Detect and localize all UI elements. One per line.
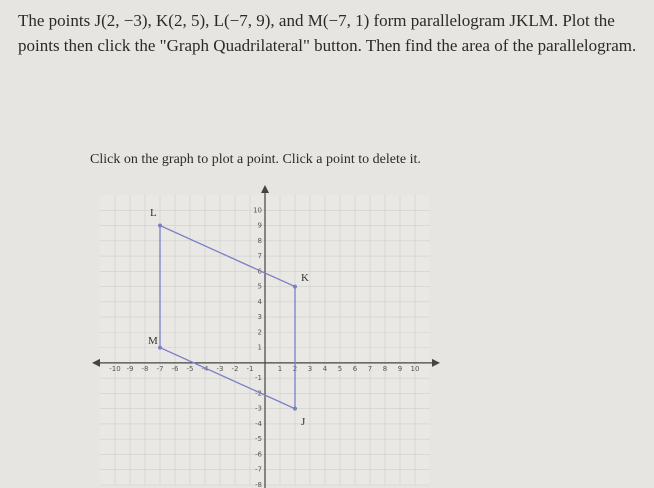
- y-tick-label: 8: [258, 237, 262, 245]
- instruction: Click on the graph to plot a point. Clic…: [90, 152, 421, 167]
- x-tick-label: -2: [232, 365, 239, 373]
- x-tick-label: -1: [247, 365, 254, 373]
- x-tick-label: 3: [308, 365, 312, 373]
- y-tick-label: -2: [255, 389, 262, 397]
- x-tick-label: -4: [202, 365, 210, 373]
- vertex-label: J: [301, 416, 306, 428]
- vertex-label: K: [301, 272, 309, 284]
- x-tick-label: -3: [217, 365, 224, 373]
- vertex: [293, 406, 297, 411]
- x-tick-label: 1: [278, 365, 282, 373]
- y-tick-label: -3: [255, 405, 262, 413]
- arrow: [432, 358, 440, 367]
- x-tick-label: 8: [383, 365, 387, 373]
- x-tick-label: -6: [172, 365, 180, 373]
- vertex: [293, 284, 297, 289]
- x-tick-label: -8: [142, 365, 149, 373]
- x-tick-label: 7: [368, 365, 372, 373]
- arrow: [92, 358, 100, 367]
- y-tick-label: -6: [255, 450, 263, 458]
- x-tick-label: 5: [338, 365, 342, 373]
- x-tick-label: -10: [109, 365, 120, 373]
- y-tick-label: 4: [258, 298, 263, 306]
- y-tick-label: 5: [258, 283, 262, 291]
- y-tick-label: 9: [258, 222, 262, 230]
- y-tick-label: 7: [258, 252, 262, 260]
- x-tick-label: -9: [127, 365, 134, 373]
- y-tick-label: 10: [253, 206, 262, 214]
- y-tick-label: -1: [255, 374, 262, 382]
- y-tick-label: -8: [255, 481, 262, 488]
- y-tick-label: -4: [255, 420, 263, 428]
- y-tick-label: -7: [255, 466, 262, 474]
- arrow: [261, 185, 269, 193]
- x-tick-label: -5: [187, 365, 194, 373]
- vertex: [158, 345, 162, 350]
- vertex-label: M: [148, 335, 158, 347]
- problem-text: The points J(2, −3), K(2, 5), L(−7, 9), …: [18, 11, 637, 55]
- x-tick-label: 9: [398, 365, 402, 373]
- y-tick-label: -5: [255, 435, 262, 443]
- x-tick-label: 6: [353, 365, 358, 373]
- vertex-label: L: [150, 207, 157, 219]
- x-tick-label: 4: [323, 365, 328, 373]
- y-tick-label: 2: [258, 328, 262, 336]
- x-tick-label: 10: [411, 365, 420, 373]
- vertex: [158, 223, 162, 228]
- x-tick-label: -7: [157, 365, 164, 373]
- y-tick-label: 3: [258, 313, 262, 321]
- y-tick-label: 1: [258, 344, 262, 352]
